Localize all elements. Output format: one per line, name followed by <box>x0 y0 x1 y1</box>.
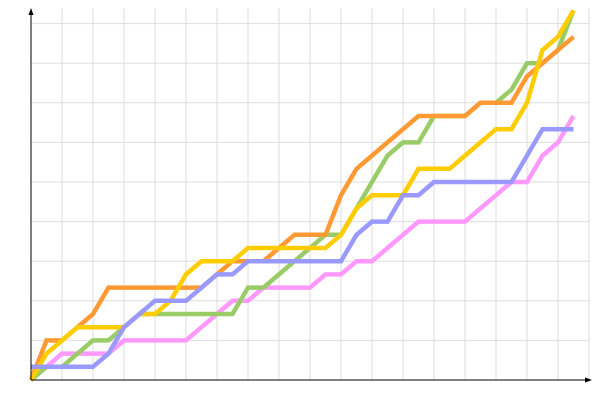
series-line-0 <box>29 114 576 382</box>
series-line-3 <box>29 9 576 382</box>
x-axis-arrow <box>585 377 592 383</box>
y-axis-arrow <box>28 8 34 15</box>
series-line-2 <box>28 35 575 381</box>
axes <box>28 8 592 383</box>
series-line-1 <box>29 9 576 382</box>
series-line-4 <box>31 126 574 370</box>
series-group <box>28 9 576 382</box>
grid <box>31 8 590 380</box>
